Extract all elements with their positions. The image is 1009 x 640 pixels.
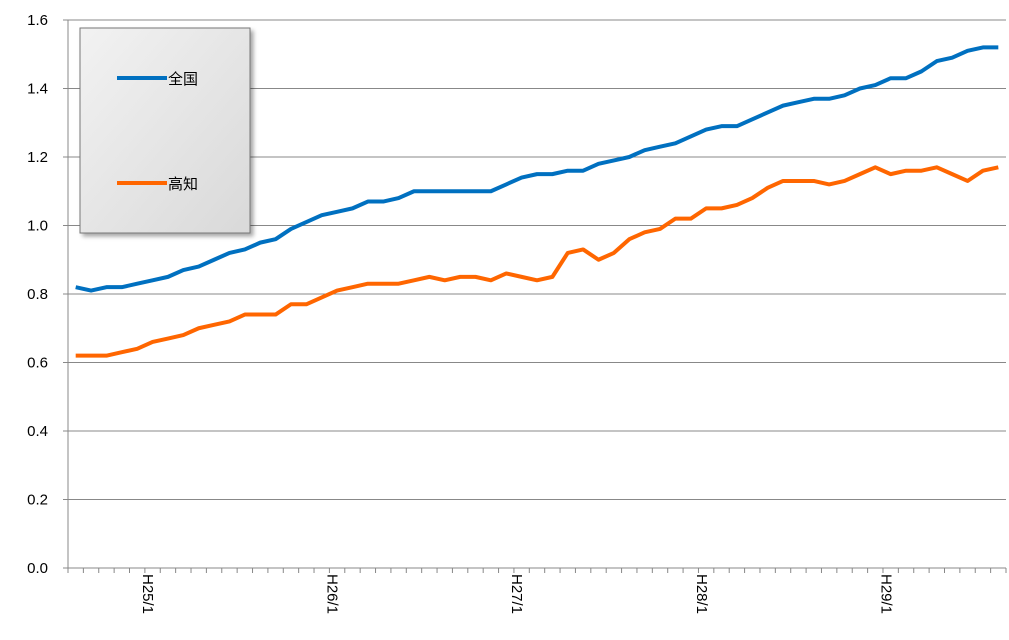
y-tick-label: 1.6 [27, 12, 48, 29]
y-tick-label: 0.0 [27, 560, 48, 577]
y-tick-label: 0.2 [27, 492, 48, 509]
y-tick-label: 1.2 [27, 149, 48, 166]
series-line [75, 45, 999, 293]
legend-box [79, 27, 251, 234]
x-tick-label: H28/1 [693, 574, 710, 614]
legend-label: 高知 [168, 176, 198, 193]
plot [75, 45, 999, 358]
legend-label: 全国 [168, 70, 198, 88]
y-tick-label: 0.4 [27, 423, 48, 440]
x-tick-label: H26/1 [324, 574, 341, 614]
grid: 0.0 0.2 0.4 0.6 0.8 1.0 1.2 1.4 1.6 H25/1 H26/1 H27… [27, 12, 1007, 614]
series-line [75, 165, 999, 358]
y-tick-label: 0.6 [27, 355, 48, 372]
y-tick-label: 1.4 [27, 81, 48, 98]
y-tick-label: 0.8 [27, 286, 48, 303]
y-tick-label: 1.0 [27, 218, 48, 235]
x-tick-label: H29/1 [877, 574, 894, 614]
x-tick-label: H25/1 [139, 574, 156, 614]
x-tick-label: H27/1 [508, 574, 525, 614]
